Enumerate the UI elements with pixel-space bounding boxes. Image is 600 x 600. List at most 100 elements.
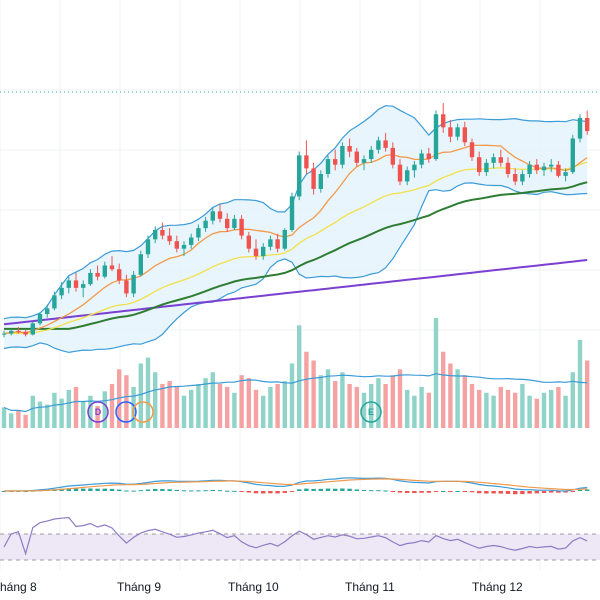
candle-body [261,246,266,257]
candle-body [311,168,316,189]
volume-bar [117,369,122,428]
candle-body [138,254,143,275]
volume-bar [484,392,489,428]
volume-bar [145,357,151,428]
candle-body [513,174,518,182]
macd-histogram-bar [325,488,331,491]
bollinger-upper-line [3,105,588,320]
dividend-marker [87,401,109,423]
macd-histogram-bar [426,491,431,493]
candle-body [354,151,359,163]
candle-body [527,164,532,174]
candle-body [448,127,453,137]
candle-body [304,155,309,169]
macd-histogram-bar [318,488,323,491]
macd-histogram-bar [268,491,273,494]
candle-body [347,146,352,152]
volume-bar [138,363,143,428]
macd-histogram-bar [189,490,194,492]
candle-body [505,162,511,174]
macd-histogram-bar [246,491,251,493]
macd-histogram-bar [253,491,259,494]
volume-bar [275,384,280,428]
candle-body [534,164,539,171]
candle-body [37,314,43,324]
candle-body [167,235,172,242]
candle-body [66,280,71,288]
volume-bar [196,384,201,428]
macd-histogram-bar [383,490,388,492]
macd-histogram-bar [239,491,244,492]
macd-histogram-bar [534,491,539,494]
candle-body [239,218,244,236]
macd-histogram-bar [109,488,115,491]
candle-body [563,172,568,176]
volume-bar [361,392,367,428]
candle-body [217,211,223,219]
volume-bar [253,389,259,428]
volume-bar [282,381,287,428]
volume-bar [95,406,100,428]
volume-bar [570,372,575,428]
macd-histogram-bar [117,489,122,491]
volume-bar [369,384,374,428]
candle-body [405,170,410,182]
candle-body [325,159,331,174]
candle-body [117,269,122,281]
candle-body [469,142,475,158]
macd-histogram-bar [138,490,143,492]
volume-bar [297,325,302,428]
volume-bar [181,395,187,428]
volume-bar [534,398,539,428]
macd-histogram-bar [541,491,547,493]
marker-letter: D [95,407,102,417]
moving-average-200-line [3,259,588,326]
macd-histogram-bar [520,491,525,495]
volume-bar [268,386,273,428]
macd-histogram-bar [455,490,460,492]
macd-histogram-bar [333,488,338,491]
marker-letter: E [368,407,374,417]
macd-histogram-bar [225,490,230,492]
volume-bar [88,395,93,428]
candles-group [1,103,590,338]
macd-histogram-bar [513,491,518,495]
volume-bar [210,372,215,428]
candle-body [419,153,424,165]
candle-body [498,157,503,163]
volume-bar [311,360,316,428]
macd-histogram-bar [340,488,345,491]
candle-body [131,274,136,294]
macd-histogram-bar [397,491,403,493]
volume-bar [174,386,179,428]
volume-bar [513,392,518,428]
volume-bar [66,389,71,428]
macd-histogram-bar [469,491,475,493]
candle-body [268,239,273,247]
volume-bar [203,378,208,428]
candle-body [189,237,194,245]
volume-bar [477,389,482,428]
volume-bar [491,395,496,428]
volume-bar [16,410,21,428]
volume-bar [390,375,395,428]
macd-histogram-bar [261,491,266,494]
x-tick-label: Tháng 10 [228,580,279,594]
candle-body [585,118,590,132]
volume-bar [541,392,547,428]
volume-bar [325,369,331,428]
candle-body [203,220,208,229]
macd-histogram-bar [376,490,381,492]
candle-body [102,265,107,277]
volume-bar [397,369,403,428]
macd-histogram-bar [477,491,482,494]
candle-body [318,174,323,189]
macd-histogram-bar [549,491,554,493]
candle-body [253,248,259,257]
macd-histogram-bar [196,490,201,492]
candle-body [246,235,251,249]
rsi-line [3,516,588,556]
macd-signal-line [4,478,588,492]
